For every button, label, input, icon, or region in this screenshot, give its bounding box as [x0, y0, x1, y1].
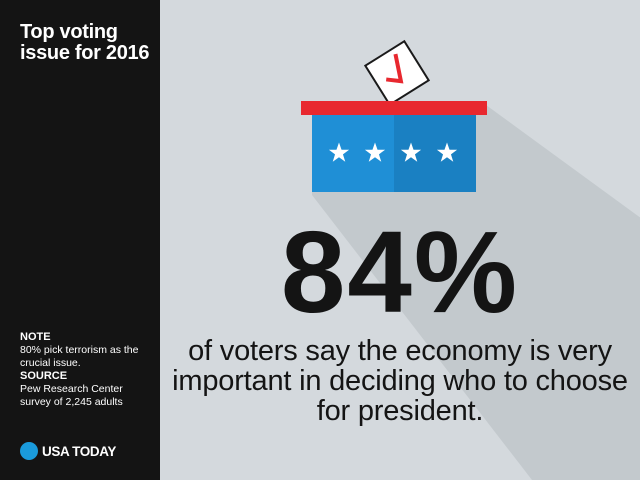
notes-block: NOTE 80% pick terrorism as the crucial i…: [20, 331, 155, 409]
logo-dot-icon: [20, 442, 38, 460]
checkmark-icon: [385, 53, 404, 84]
sidebar: Top voting issue for 2016 NOTE 80% pick …: [0, 0, 160, 480]
main-panel: 84% of voters say the economy is very im…: [160, 0, 640, 480]
note-text: 80% pick terrorism as the crucial issue.: [20, 344, 139, 369]
headline-caption: of voters say the economy is very import…: [172, 335, 628, 427]
usa-today-logo: USA TODAY: [20, 441, 116, 461]
logo-text: USA TODAY: [42, 443, 116, 459]
source-text: Pew Research Center survey of 2,245 adul…: [20, 383, 123, 408]
ballot-paper-icon: [363, 39, 431, 107]
source-label: SOURCE: [20, 370, 68, 382]
headline-stat: 84%: [280, 207, 520, 337]
note-label: NOTE: [20, 331, 51, 343]
box-lid: [301, 101, 487, 115]
ballot-box-icon: [301, 39, 640, 480]
sidebar-title: Top voting issue for 2016: [20, 21, 150, 64]
box-shadow: [312, 105, 640, 480]
